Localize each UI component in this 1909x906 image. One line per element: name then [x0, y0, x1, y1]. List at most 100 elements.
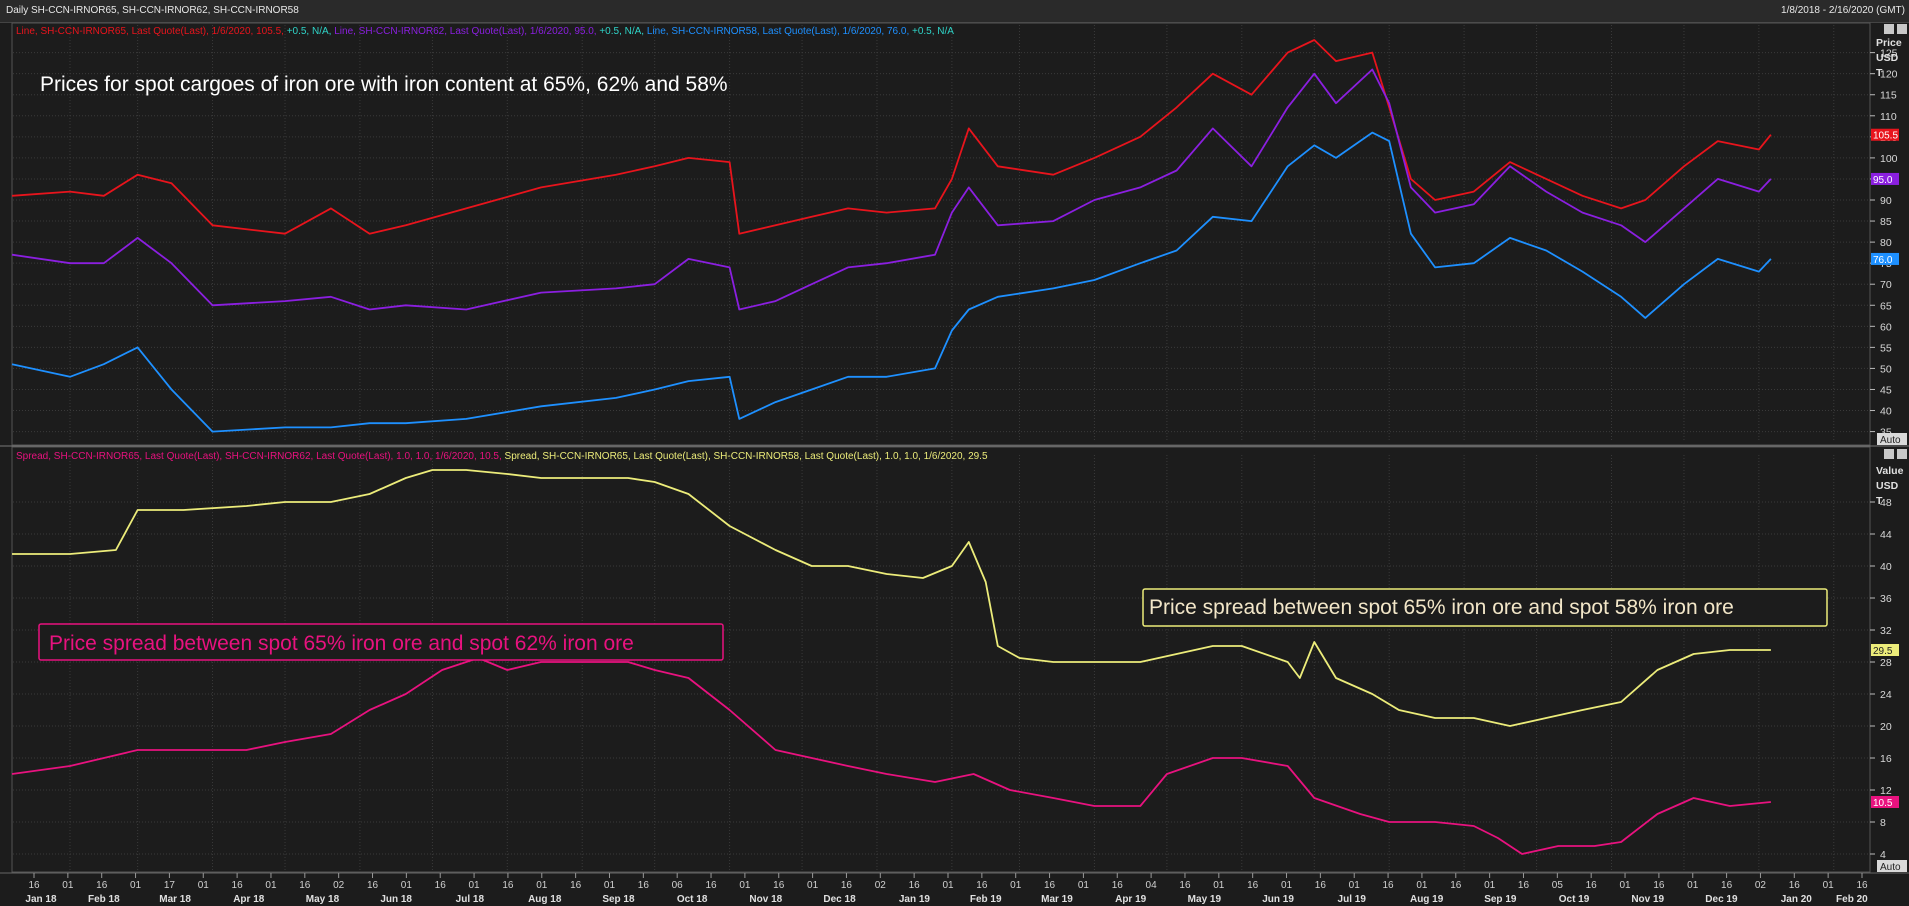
legend-entry: +0.5, N/A, — [287, 26, 335, 37]
y-tick-label: 32 — [1880, 625, 1892, 637]
unit-text: Value — [1876, 465, 1904, 477]
x-day-tick: 01 — [1213, 880, 1225, 891]
x-day-tick: 16 — [773, 880, 785, 891]
x-day-tick: 16 — [96, 880, 108, 891]
y-tick-label: 100 — [1880, 153, 1898, 165]
last-value-text: 105.5 — [1873, 131, 1898, 142]
x-day-tick: 16 — [909, 880, 921, 891]
y-tick-label: 115 — [1880, 90, 1897, 102]
x-day-tick: 01 — [1619, 880, 1631, 891]
legend-entry: Spread, SH-CCN-IRNOR65, Last Quote(Last)… — [505, 451, 988, 462]
x-month-label: Jun 19 — [1262, 894, 1294, 905]
x-month-label: Feb 18 — [88, 894, 120, 905]
x-day-tick: 02 — [333, 880, 345, 891]
x-month-label: Jan 19 — [899, 894, 931, 905]
x-month-label: Jul 19 — [1338, 894, 1367, 905]
upper-auto-label[interactable]: Auto — [1880, 435, 1901, 446]
series-line-sh-ccn-irnor58 — [11, 131, 1772, 433]
upper-annotation: Prices for spot cargoes of iron ore with… — [40, 73, 728, 96]
lower-panel-buttons[interactable] — [1884, 449, 1907, 459]
y-tick-label: 60 — [1880, 321, 1892, 333]
x-month-label: Dec 18 — [823, 894, 856, 905]
spread62-callout-box — [38, 623, 724, 661]
lower-auto-label[interactable]: Auto — [1880, 862, 1901, 873]
x-month-label: Jul 18 — [456, 894, 485, 905]
series-line-spread-65-58- — [12, 469, 1771, 727]
x-month-label: Apr 18 — [233, 894, 265, 905]
x-month-label: Sep 19 — [1484, 894, 1517, 905]
x-month-label: Nov 18 — [749, 894, 782, 905]
y-tick-label: 44 — [1880, 529, 1892, 541]
unit-text: USD — [1876, 480, 1899, 492]
x-day-tick: 02 — [875, 880, 887, 891]
lower-legend: Spread, SH-CCN-IRNOR65, Last Quote(Last)… — [16, 451, 988, 462]
x-day-tick: 16 — [976, 880, 988, 891]
last-value-badge — [1871, 252, 1899, 265]
maximize-icon[interactable] — [1884, 449, 1894, 459]
series-line-sh-ccn-irnor62 — [11, 68, 1772, 311]
x-month-label: Dec 19 — [1705, 894, 1738, 905]
x-day-tick: 16 — [502, 880, 514, 891]
x-day-tick: 01 — [1484, 880, 1496, 891]
x-month-label: May 18 — [306, 894, 340, 905]
y-tick-label: 110 — [1880, 111, 1897, 123]
x-day-tick: 16 — [1315, 880, 1327, 891]
series-line-sh-ccn-irnor65 — [11, 39, 1772, 235]
spread58-callout-box — [1142, 588, 1828, 627]
legend-entry: Spread, SH-CCN-IRNOR65, Last Quote(Last)… — [16, 451, 505, 462]
x-day-tick: 01 — [604, 880, 616, 891]
x-day-tick: 01 — [739, 880, 751, 891]
y-tick-label: 20 — [1880, 721, 1892, 733]
lower-panel — [11, 446, 1871, 873]
x-month-label: Sep 18 — [602, 894, 635, 905]
upper-panel-buttons[interactable] — [1884, 24, 1907, 34]
x-day-tick: 02 — [1755, 880, 1767, 891]
x-day-tick: 16 — [1789, 880, 1801, 891]
y-tick-label: 85 — [1880, 216, 1892, 228]
x-day-tick: 04 — [1146, 880, 1158, 891]
unit-text: T — [1876, 495, 1883, 507]
x-day-tick: 16 — [28, 880, 40, 891]
spread62-callout: Price spread between spot 65% iron ore a… — [49, 632, 634, 655]
date-range: 1/8/2018 - 2/16/2020 (GMT) — [1781, 5, 1905, 16]
x-day-tick: 01 — [807, 880, 819, 891]
legend-entry: +0.5, N/A, — [599, 26, 647, 37]
legend-entry: Line, SH-CCN-IRNOR62, Last Quote(Last), … — [334, 26, 599, 37]
x-day-tick: 06 — [672, 880, 684, 891]
x-day-tick: 01 — [198, 880, 210, 891]
last-value-text: 10.5 — [1873, 798, 1893, 809]
x-day-tick: 01 — [1687, 880, 1699, 891]
x-day-tick: 01 — [1078, 880, 1090, 891]
lower-auto-button[interactable] — [1877, 860, 1907, 872]
upper-legend: Line, SH-CCN-IRNOR65, Last Quote(Last), … — [16, 26, 954, 37]
y-tick-label: 35 — [1880, 427, 1892, 439]
upper-y-axis: 3540455055606570758085909510010511011512… — [1870, 48, 1898, 439]
close-icon[interactable] — [1897, 24, 1907, 34]
x-day-tick: 16 — [232, 880, 244, 891]
close-icon[interactable] — [1897, 449, 1907, 459]
y-tick-label: 70 — [1880, 279, 1892, 291]
upper-auto-button[interactable] — [1877, 433, 1907, 445]
x-day-tick: 16 — [1112, 880, 1124, 891]
y-tick-label: 65 — [1880, 300, 1892, 312]
x-day-tick: 16 — [841, 880, 853, 891]
x-day-tick: 01 — [1823, 880, 1835, 891]
y-tick-label: 16 — [1880, 753, 1892, 765]
x-day-tick: 01 — [130, 880, 142, 891]
legend-entry: Line, SH-CCN-IRNOR65, Last Quote(Last), … — [16, 26, 287, 37]
x-month-label: Mar 19 — [1041, 894, 1073, 905]
y-tick-label: 55 — [1880, 342, 1892, 354]
maximize-icon[interactable] — [1884, 24, 1894, 34]
x-month-label: May 19 — [1188, 894, 1222, 905]
y-tick-label: 40 — [1880, 561, 1892, 573]
y-tick-label: 120 — [1880, 69, 1898, 81]
x-day-tick: 16 — [1856, 880, 1868, 891]
y-tick-label: 45 — [1880, 384, 1892, 396]
x-day-tick: 16 — [435, 880, 447, 891]
x-day-tick: 01 — [536, 880, 548, 891]
legend-entry: Line, SH-CCN-IRNOR58, Last Quote(Last), … — [647, 26, 912, 37]
last-value-text: 76.0 — [1873, 255, 1893, 266]
y-tick-label: 24 — [1880, 689, 1892, 701]
y-tick-label: 36 — [1880, 593, 1892, 605]
